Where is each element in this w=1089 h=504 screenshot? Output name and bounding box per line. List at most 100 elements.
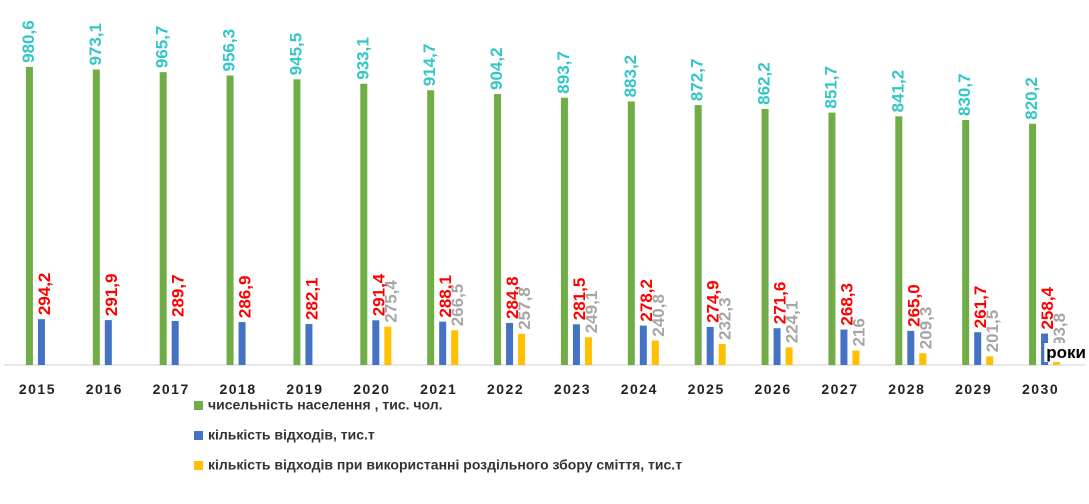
data-label: 282,1 [302,277,321,320]
x-tick-label: 2024 [621,381,658,397]
data-label: 284,8 [503,276,522,319]
x-tick-label: 2022 [487,381,524,397]
bar [718,344,726,365]
bar [518,333,526,365]
bar [773,328,781,365]
bar [986,356,994,365]
bar [104,320,112,365]
data-label: 841,2 [888,70,907,113]
bar [293,79,301,365]
bar [1053,359,1061,365]
data-label: 286,9 [236,276,255,319]
data-label: 933,1 [353,37,372,80]
data-label: 268,3 [837,283,856,326]
legend-swatch [194,431,203,440]
bar [506,322,514,365]
bar [706,326,714,365]
x-tick-label: 2029 [955,381,992,397]
bar [840,329,848,365]
data-label: 275,4 [381,280,400,323]
bar [572,324,580,365]
bar [226,75,234,365]
bar [828,112,836,366]
data-label: 266,5 [448,284,467,327]
data-label: 281,5 [570,278,589,321]
data-label: 274,9 [704,280,723,323]
bar [907,330,915,365]
data-label: 956,3 [220,29,239,72]
x-tick-label: 2030 [1022,381,1059,397]
bar [919,353,927,365]
x-tick-label: 2028 [888,381,925,397]
data-label: 830,7 [955,73,974,116]
data-label: 820,2 [1022,77,1041,120]
data-label: 973,1 [86,23,105,66]
annotation: роки [1046,343,1086,362]
x-tick-label: 2016 [86,381,123,397]
legend-swatch [194,461,203,470]
data-label: 249,1 [582,291,601,334]
bar [584,337,592,365]
bar [560,97,568,366]
x-tick-label: 2023 [554,381,591,397]
data-label: 278,2 [637,279,656,322]
data-label: 965,7 [153,26,172,69]
data-label: 232,3 [716,297,735,340]
data-label: 289,7 [169,274,188,317]
x-tick-label: 2018 [219,381,256,397]
data-label: 883,2 [621,55,640,98]
annotation-bg [1044,343,1088,362]
data-label: 257,8 [515,287,534,330]
bar [761,108,769,365]
x-tick-label: 2019 [286,381,323,397]
data-label: 980,6 [19,20,38,63]
bar [439,321,447,365]
bar [627,101,635,366]
bar [427,90,435,366]
legend-label: кількість відходів при використанні розд… [208,457,682,473]
data-label: 258,4 [1038,286,1057,329]
data-label: 904,2 [487,47,506,90]
data-label: 209,3 [916,307,935,350]
bar [305,324,313,365]
data-label: 914,7 [420,44,439,87]
legend-label: чисельність населення , тис. чол. [208,397,443,413]
x-tick-label: 2027 [821,381,858,397]
data-label: 271,6 [771,282,790,325]
legend-swatch [194,401,203,410]
data-label: 893,7 [554,51,573,94]
data-label: 291,4 [369,273,388,316]
bar [494,93,502,365]
bar [238,322,246,365]
bar [1029,123,1037,365]
bar [451,330,459,365]
bar [37,319,45,365]
data-label: 851,7 [821,66,840,109]
bar [25,66,33,365]
bar [962,120,970,365]
x-tick-label: 2025 [688,381,725,397]
legend-label: кількість відходів, тис.т [208,427,375,443]
data-label: 261,7 [971,286,990,329]
bar [384,326,392,365]
data-label: 240,8 [649,294,668,337]
bar [785,347,793,365]
bar [171,320,179,365]
data-label: 216 [849,318,868,346]
x-tick-label: 2015 [19,381,56,397]
x-tick-label: 2026 [754,381,791,397]
x-tick-label: 2021 [420,381,457,397]
bar [895,116,903,365]
bar [694,105,702,365]
bar [92,69,100,366]
bar [159,72,167,365]
data-label: 945,5 [286,33,305,76]
data-label: 294,2 [35,273,54,316]
x-tick-label: 2017 [153,381,190,397]
bar [372,320,380,365]
bar [852,350,860,365]
data-label: 291,9 [102,274,121,317]
data-label: 872,7 [688,59,707,102]
bar [974,332,982,365]
data-label: 288,1 [436,275,455,318]
